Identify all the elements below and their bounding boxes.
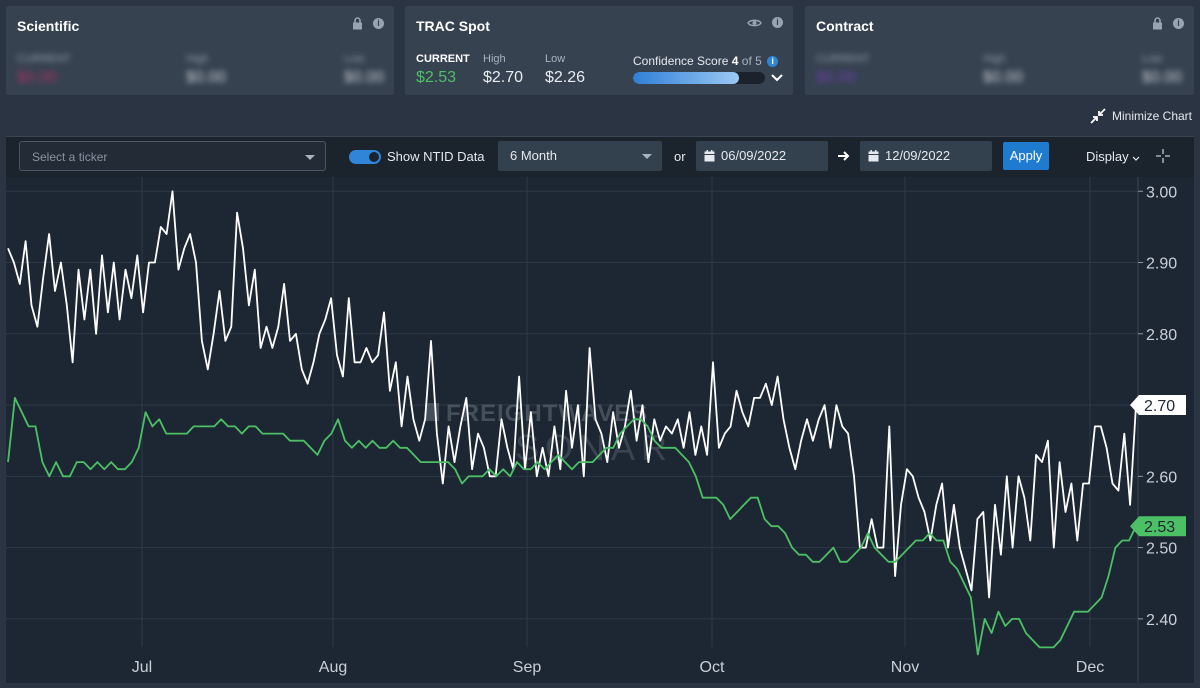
scientific-high-label: High [186, 53, 209, 65]
trac-high-label: High [483, 53, 506, 65]
end-date-field[interactable]: 12/09/2022 [860, 141, 992, 171]
chart-area[interactable]: FREIGHTWAVES SONAR Jul Aug Sep Oct Nov Dec 3.… [6, 177, 1194, 683]
info-icon[interactable]: i [1173, 18, 1184, 29]
series-line-green [7, 396, 1137, 656]
contract-high-label: High [983, 53, 1006, 65]
contract-current-label: CURRENT [816, 53, 870, 65]
y-tick-label: 3.00 [1146, 184, 1177, 201]
confidence-bar [633, 72, 765, 84]
x-tick-label: Aug [319, 659, 347, 676]
lock-icon[interactable] [352, 17, 363, 30]
or-label: or [674, 149, 686, 164]
range-select[interactable]: 6 Month [498, 141, 662, 171]
start-date-field[interactable]: 06/09/2022 [696, 141, 828, 171]
confidence-label: Confidence Score [633, 54, 729, 68]
arrow-right-icon [838, 151, 850, 161]
calendar-icon [868, 150, 879, 162]
trac-low-label: Low [545, 53, 566, 65]
lock-icon[interactable] [1152, 17, 1163, 30]
trac-high-value: $2.70 [483, 69, 524, 86]
x-tick-label: Dec [1076, 659, 1104, 676]
x-tick-label: Jul [132, 659, 152, 676]
caret-down-icon [642, 154, 652, 159]
ntid-label: Show NTID Data [387, 149, 485, 164]
scientific-current-label: CURRENT [17, 53, 71, 65]
last-value-tag-white: 2.70 [1130, 395, 1186, 416]
display-label: Display [1086, 149, 1129, 164]
confidence-score: Confidence Score 4 of 5 i [633, 54, 793, 84]
scientific-current-value: $0.00 [17, 69, 58, 86]
minimize-chart-label: Minimize Chart [1111, 109, 1192, 123]
end-date-value: 12/09/2022 [885, 148, 951, 163]
watermark-logo-icon [425, 403, 439, 421]
caret-down-icon [305, 155, 315, 160]
info-icon[interactable]: i [373, 18, 384, 29]
contract-title: Contract [816, 18, 874, 34]
confidence-of: of 5 [741, 54, 762, 68]
contract-current-value: $0.00 [816, 69, 857, 86]
x-tick-label: Nov [891, 659, 919, 676]
ticker-placeholder: Select a ticker [32, 150, 108, 164]
scientific-high-value: $0.00 [186, 69, 227, 86]
y-tick-label: 2.80 [1146, 327, 1177, 344]
ntid-toggle[interactable] [349, 150, 381, 164]
contract-low-value: $0.00 [1142, 69, 1183, 86]
watermark-line-1: FREIGHTWAVES [446, 400, 648, 427]
series-line-white [7, 190, 1137, 599]
trac-spot-card: TRAC Spot i CURRENT $2.53 High $2.70 Low $2… [405, 6, 793, 95]
x-tick-label: Oct [700, 659, 725, 676]
chevron-down-icon [1132, 156, 1140, 161]
trac-title: TRAC Spot [416, 18, 490, 34]
minimize-icon [1090, 108, 1106, 124]
eye-icon[interactable] [747, 18, 762, 28]
trac-current-value: $2.53 [416, 69, 457, 86]
y-tick-label: 2.50 [1146, 541, 1177, 558]
line-chart: FREIGHTWAVES SONAR Jul Aug Sep Oct Nov Dec 3.… [6, 177, 1194, 683]
contract-card: Contract i CURRENT $0.00 High $0.00 Low $0.… [805, 6, 1194, 95]
calendar-icon [704, 150, 715, 162]
confidence-info-icon[interactable]: i [767, 56, 779, 68]
start-date-value: 06/09/2022 [721, 148, 787, 163]
display-menu[interactable]: Display [1086, 149, 1140, 164]
y-tick-label: 2.40 [1146, 612, 1177, 629]
ticker-select[interactable]: Select a ticker [19, 141, 326, 171]
last-value-tag-green: 2.53 [1130, 516, 1186, 537]
scientific-title: Scientific [17, 18, 80, 34]
y-tick-label: 2.90 [1146, 256, 1177, 273]
scientific-card: Scientific i CURRENT $0.00 High $0.00 Low $… [6, 6, 394, 95]
trac-current-label: CURRENT [416, 53, 470, 65]
x-tick-label: Sep [513, 659, 542, 676]
trac-low-value: $2.26 [545, 69, 586, 86]
info-icon[interactable]: i [772, 17, 783, 28]
chart-toolbar: Select a ticker Show NTID Data 6 Month o… [6, 136, 1194, 178]
svg-text:2.53: 2.53 [1144, 519, 1175, 536]
y-tick-label: 2.60 [1146, 469, 1177, 486]
minimize-chart-button[interactable]: Minimize Chart [1090, 108, 1192, 124]
scientific-low-value: $0.00 [344, 69, 385, 86]
range-value: 6 Month [510, 148, 557, 163]
scientific-low-label: Low [344, 53, 365, 65]
confidence-score-value: 4 [731, 54, 739, 68]
confidence-bar-fill [633, 72, 739, 84]
contract-low-label: Low [1142, 53, 1163, 65]
chevron-down-icon[interactable] [771, 74, 783, 82]
contract-high-value: $0.00 [983, 69, 1024, 86]
svg-text:2.70: 2.70 [1144, 398, 1175, 415]
apply-button[interactable]: Apply [1003, 142, 1049, 170]
crosshair-icon[interactable] [1155, 148, 1171, 164]
